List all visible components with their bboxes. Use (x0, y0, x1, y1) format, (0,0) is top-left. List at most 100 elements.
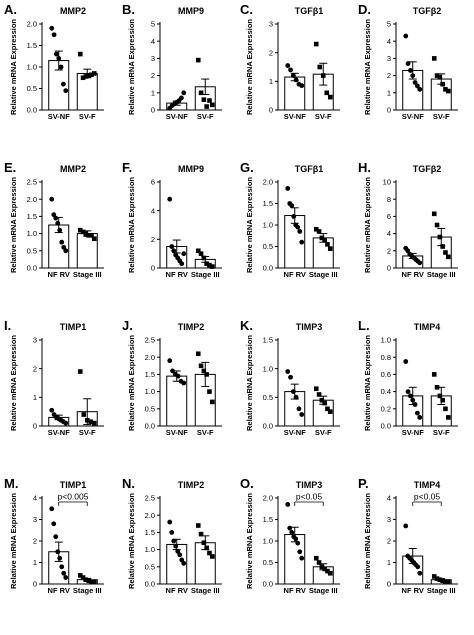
y-tick-label: 0 (151, 264, 155, 273)
y-axis-label: Relative mRNA Expression (9, 19, 18, 115)
data-point (316, 392, 322, 397)
data-point (201, 540, 207, 546)
data-point (434, 222, 440, 228)
data-point (440, 244, 445, 249)
data-point (434, 385, 440, 390)
x-tick-label: Stage III (427, 586, 456, 595)
y-tick-label: 0.0 (381, 422, 391, 431)
data-point (299, 239, 305, 245)
data-point (313, 227, 319, 232)
data-point (443, 87, 448, 92)
x-tick-label: Stage III (309, 270, 338, 279)
data-point (49, 25, 55, 31)
data-point (445, 88, 451, 94)
data-point (49, 196, 55, 202)
panel-letter: D. (358, 2, 371, 17)
y-tick-label: 1 (387, 88, 391, 97)
y-tick-label: 0.8 (381, 353, 391, 362)
y-tick-label: 2.0 (145, 353, 155, 362)
data-point (49, 506, 55, 512)
bar (284, 76, 306, 111)
y-tick-label: 10 (383, 178, 391, 187)
y-tick-label: 2.0 (145, 511, 155, 520)
panel-title: MMP9 (178, 6, 204, 16)
data-point (437, 393, 443, 399)
panel-m: M. TIMP1 Relative mRNA Expression 0 1 2 3 4 NF R… (4, 476, 104, 595)
y-tick-label: 2 (151, 71, 155, 80)
data-point (293, 394, 299, 400)
data-point (209, 399, 215, 405)
y-tick-label: 0.0 (27, 106, 37, 115)
data-point (403, 359, 409, 364)
data-point (434, 576, 440, 581)
data-point (316, 560, 322, 565)
data-point (167, 358, 173, 364)
data-point (204, 545, 209, 551)
y-tick-label: 3 (269, 20, 273, 29)
data-point (77, 227, 83, 233)
y-tick-label: 1 (33, 558, 37, 567)
y-tick-label: 2 (269, 48, 273, 57)
data-point (405, 61, 411, 66)
panel-title: TGFβ1 (295, 164, 324, 174)
y-axis-label: Relative mRNA Expression (127, 335, 136, 431)
y-tick-label: 1.5 (27, 212, 37, 221)
y-axis-label: Relative mRNA Expression (9, 493, 18, 589)
x-tick-label: SV-F (433, 112, 450, 121)
data-point (61, 81, 66, 87)
data-point (412, 402, 418, 407)
y-tick-label: 0 (387, 580, 391, 589)
y-tick-label: 1 (269, 77, 273, 86)
data-point (204, 104, 209, 109)
data-point (316, 229, 322, 234)
data-point (77, 573, 83, 578)
y-tick-label: 4 (387, 494, 391, 503)
panel-c: C. TGFβ1 Relative mRNA Expression 0 1 2 3 SV-NF… (240, 2, 340, 121)
data-point (440, 578, 445, 584)
data-point (201, 368, 207, 374)
panel-letter: F. (122, 160, 132, 175)
y-tick-label: 0.5 (263, 558, 273, 567)
y-tick-label: 1.5 (145, 370, 155, 379)
y-axis-label: Relative mRNA Expression (127, 19, 136, 115)
y-tick-label: 3 (387, 54, 391, 63)
data-point (285, 369, 291, 374)
data-point (63, 575, 69, 580)
data-point (408, 68, 413, 73)
y-tick-label: 0.0 (145, 422, 155, 431)
panel-p: P. TIMP4 Relative mRNA Expression 0 1 2 3 4 NF R… (358, 476, 458, 595)
y-tick-label: 2 (387, 537, 391, 546)
data-point (443, 579, 448, 585)
y-tick-label: 0 (387, 264, 391, 273)
x-tick-label: SV-NF (166, 112, 189, 121)
data-point (80, 575, 86, 580)
panel-d: D. TGFβ2 Relative mRNA Expression 0 1 2 3 4 5 SV-… (358, 2, 458, 121)
x-tick-label: NF RV (48, 270, 70, 279)
data-point (285, 63, 291, 68)
x-tick-label: NF RV (284, 270, 306, 279)
y-tick-label: 1.5 (263, 515, 273, 524)
data-point (51, 32, 57, 38)
y-tick-label: 3 (387, 515, 391, 524)
data-point (322, 566, 327, 572)
data-point (204, 372, 209, 377)
data-point (299, 555, 305, 561)
significance-label: p<0.05 (296, 492, 323, 502)
y-tick-label: 4 (33, 494, 37, 503)
data-point (317, 64, 323, 70)
data-point (296, 406, 302, 412)
data-point (179, 95, 184, 101)
data-point (171, 538, 177, 544)
y-tick-label: 1.0 (263, 221, 273, 230)
data-point (322, 400, 327, 406)
data-point (204, 261, 209, 266)
y-axis-label: Relative mRNA Expression (245, 335, 254, 431)
data-point (293, 77, 299, 83)
x-tick-label: Stage III (73, 270, 102, 279)
panel-title: MMP9 (178, 164, 204, 174)
data-point (171, 248, 177, 254)
panel-o: O. TIMP3 Relative mRNA Expression 0.0 0.5 1.0… (240, 476, 340, 595)
x-tick-label: Stage III (309, 586, 338, 595)
data-point (170, 368, 175, 374)
data-point (81, 412, 87, 417)
